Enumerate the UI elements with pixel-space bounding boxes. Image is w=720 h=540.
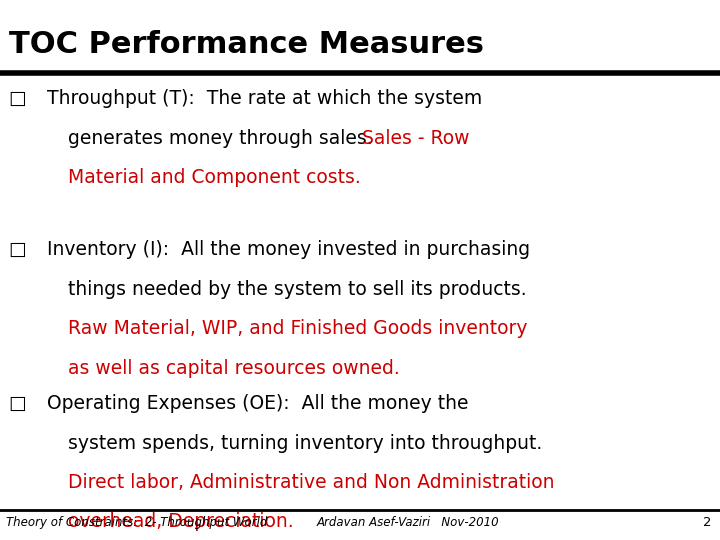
Text: Inventory (I):  All the money invested in purchasing: Inventory (I): All the money invested in… [47,240,530,259]
Text: Direct labor, Administrative and Non Administration: Direct labor, Administrative and Non Adm… [68,473,555,492]
Text: □: □ [9,240,27,259]
Text: Operating Expenses (OE):  All the money the: Operating Expenses (OE): All the money t… [47,394,468,413]
Text: Ardavan Asef-Vaziri   Nov-2010: Ardavan Asef-Vaziri Nov-2010 [317,516,500,529]
Text: overhead, Depreciation.: overhead, Depreciation. [68,512,294,531]
Text: Theory of Constraints:  2- Throughput World: Theory of Constraints: 2- Throughput Wor… [6,516,267,529]
Text: system spends, turning inventory into throughput.: system spends, turning inventory into th… [68,434,543,453]
Text: TOC Performance Measures: TOC Performance Measures [9,30,484,59]
Text: Raw Material, WIP, and Finished Goods inventory: Raw Material, WIP, and Finished Goods in… [68,319,528,338]
Text: Material and Component costs.: Material and Component costs. [68,168,361,187]
Text: Throughput (T):  The rate at which the system: Throughput (T): The rate at which the sy… [47,89,482,108]
Text: things needed by the system to sell its products.: things needed by the system to sell its … [68,280,527,299]
Text: □: □ [9,394,27,413]
Text: 2: 2 [703,516,711,529]
Text: generates money through sales.: generates money through sales. [68,129,379,147]
Text: □: □ [9,89,27,108]
Text: Sales - Row: Sales - Row [362,129,469,147]
Text: as well as capital resources owned.: as well as capital resources owned. [68,359,400,377]
